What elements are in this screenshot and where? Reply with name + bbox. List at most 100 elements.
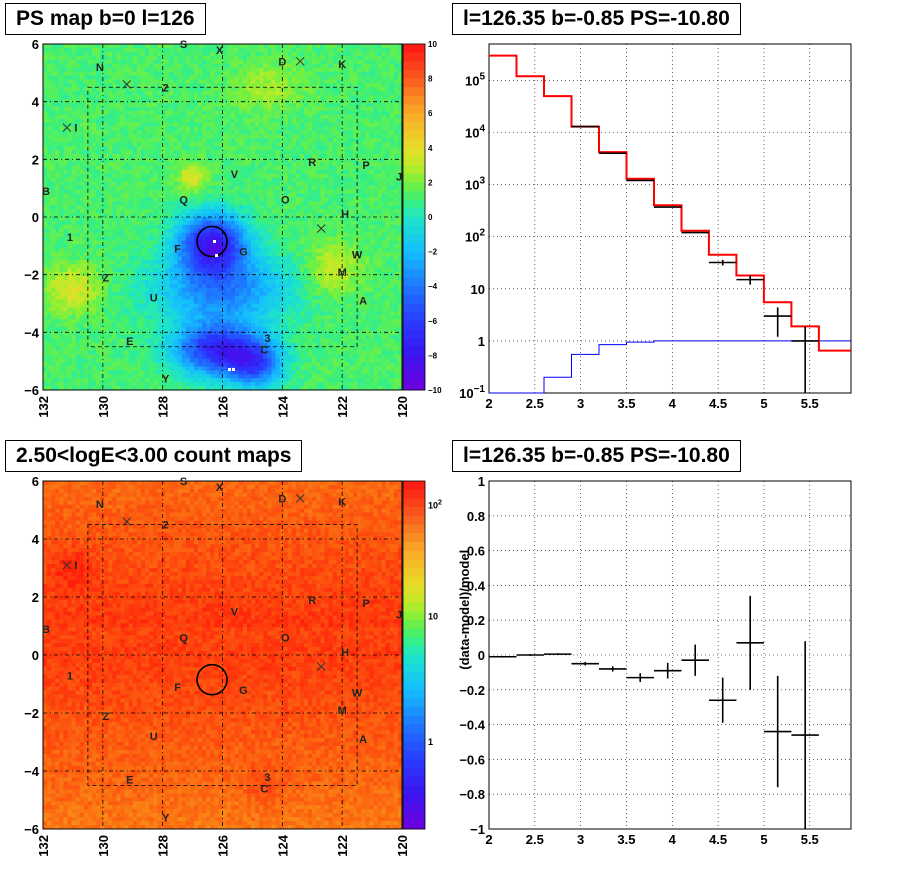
heatmap-cell — [120, 319, 125, 324]
heatmap-cell — [173, 122, 179, 127]
heatmap-cell — [185, 228, 191, 234]
heatmap-cell — [124, 378, 130, 383]
heatmap-cell — [136, 240, 142, 245]
heatmap-cell — [263, 158, 268, 163]
heatmap-cell — [189, 287, 195, 293]
heatmap-cell — [128, 71, 134, 76]
heatmap-cell — [263, 134, 268, 139]
heatmap-cell — [116, 342, 121, 348]
heatmap-cell — [210, 331, 215, 336]
heatmap-cell — [210, 150, 215, 155]
heatmap-cell — [173, 205, 179, 210]
heatmap-cell — [238, 173, 244, 179]
heatmap-cell — [67, 87, 72, 92]
heatmap-cell — [157, 224, 162, 230]
heatmap-cell — [214, 283, 219, 289]
heatmap-cell — [108, 236, 113, 241]
heatmap-cell — [161, 228, 166, 234]
heatmap-cell — [59, 244, 64, 249]
heatmap-cell — [251, 102, 256, 108]
heatmap-cell — [116, 142, 121, 147]
heatmap-cell — [210, 173, 215, 179]
heatmap-cell — [96, 287, 101, 293]
heatmap-cell — [230, 248, 236, 253]
heatmap-cell — [108, 386, 113, 391]
heatmap-cell — [198, 95, 203, 100]
heatmap-cell — [165, 142, 170, 147]
heatmap-cell — [140, 102, 146, 108]
heatmap-cell — [144, 228, 150, 234]
heatmap-cell — [83, 197, 89, 202]
heatmap-cell — [226, 169, 232, 175]
heatmap-cell — [226, 130, 232, 135]
heatmap-cell — [144, 47, 150, 53]
heatmap-cell — [226, 283, 232, 289]
heatmap-cell — [79, 193, 85, 198]
heatmap-cell — [120, 169, 125, 175]
heatmap-cell — [144, 169, 150, 175]
heatmap-cell — [271, 224, 276, 230]
heatmap-cell — [267, 169, 272, 175]
heatmap-cell — [51, 95, 56, 100]
heatmap-cell — [124, 158, 130, 163]
heatmap-cell — [226, 126, 232, 131]
heatmap-cell — [79, 110, 85, 116]
heatmap-cell — [153, 146, 158, 151]
heatmap-cell — [63, 386, 68, 391]
heatmap-cell — [91, 331, 97, 336]
heatmap-cell — [47, 378, 52, 383]
heatmap-cell — [51, 354, 56, 359]
heatmap-cell — [91, 283, 97, 289]
heatmap-cell — [251, 386, 256, 391]
heatmap-cell — [165, 173, 170, 179]
heatmap-cell — [96, 161, 101, 167]
heatmap-cell — [75, 346, 81, 352]
heatmap-cell — [116, 47, 121, 53]
heatmap-cell — [83, 71, 89, 76]
heatmap-cell — [157, 71, 162, 76]
heatmap-cell — [157, 220, 162, 226]
heatmap-cell — [116, 370, 121, 375]
heatmap-cell — [230, 334, 236, 340]
heatmap-cell — [79, 71, 85, 76]
heatmap-cell — [246, 169, 252, 175]
heatmap-cell — [165, 138, 170, 143]
heatmap-cell — [173, 169, 179, 175]
heatmap-cell — [59, 323, 64, 328]
heatmap-cell — [79, 338, 85, 344]
heatmap-cell — [47, 209, 52, 214]
heatmap-cell — [157, 323, 162, 328]
heatmap-cell — [238, 338, 244, 344]
heatmap-cell — [120, 374, 125, 379]
heatmap-cell — [144, 382, 150, 387]
heatmap-cell — [75, 374, 81, 379]
heatmap-cell — [91, 83, 97, 88]
heatmap-cell — [181, 83, 187, 88]
heatmap-cell — [79, 311, 85, 316]
heatmap-cell — [242, 114, 248, 120]
heatmap-cell — [153, 201, 158, 206]
heatmap-cell — [255, 59, 260, 65]
heatmap-cell — [226, 110, 232, 116]
heatmap-cell — [259, 232, 264, 238]
heatmap-cell — [230, 275, 236, 281]
heatmap-cell — [55, 358, 60, 363]
heatmap-cell — [206, 303, 211, 308]
heatmap-cell — [161, 91, 166, 96]
heatmap-cell — [202, 334, 207, 340]
heatmap-cell — [222, 228, 227, 234]
heatmap-cell — [189, 177, 195, 183]
heatmap-cell — [238, 331, 244, 336]
heatmap-cell — [234, 354, 240, 359]
heatmap-cell — [144, 323, 150, 328]
heatmap-cell — [230, 374, 236, 379]
heatmap-cell — [185, 181, 191, 186]
heatmap-cell — [206, 177, 211, 183]
heatmap-cell — [165, 315, 170, 320]
heatmap-cell — [246, 173, 252, 179]
heatmap-cell — [63, 334, 68, 340]
heatmap-cell — [67, 283, 72, 289]
heatmap-cell — [108, 268, 113, 273]
heatmap-cell — [193, 354, 199, 359]
heatmap-cell — [267, 236, 272, 241]
